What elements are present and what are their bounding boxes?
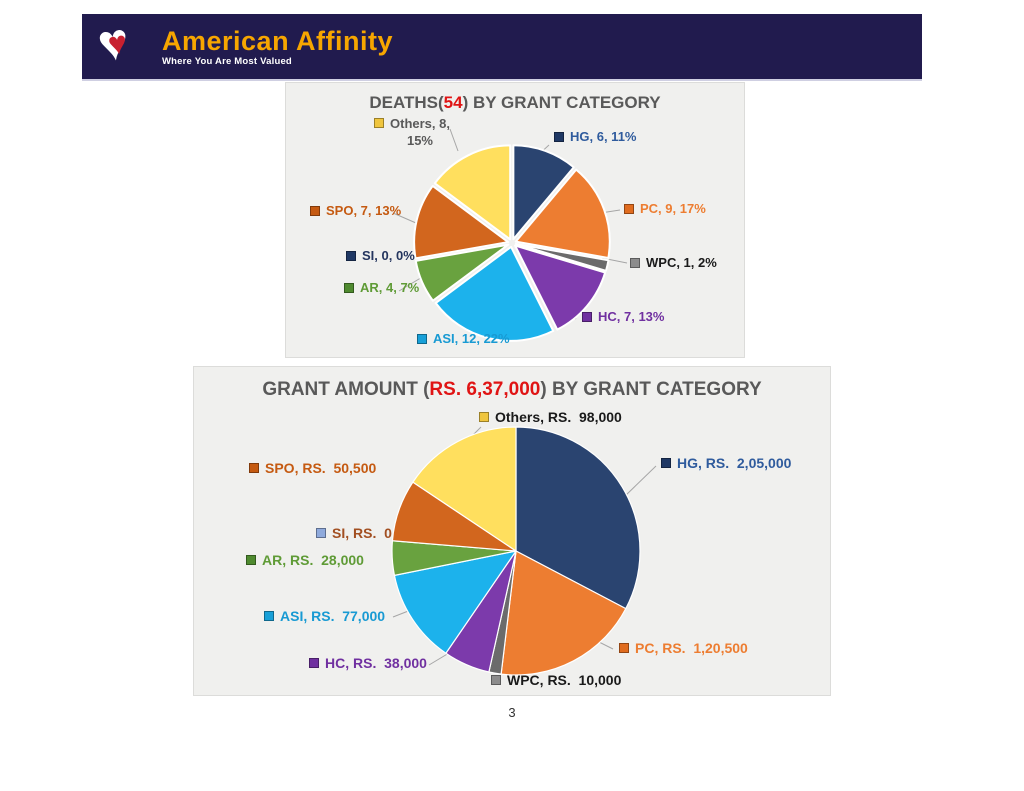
label-hg: HG, RS. 2,05,000 [661,455,791,471]
leader-line-hg [623,465,657,498]
pie-slice-spo [413,184,510,260]
label-others: Others, RS. 98,000 [479,409,622,425]
title-suffix: ) BY GRANT CATEGORY [540,379,762,400]
title-highlight: RS. 6,37,000 [429,379,541,400]
others-label-pct: 15% [406,133,433,148]
hg-marker-icon [554,132,564,142]
title-highlight: 54 [443,93,463,112]
brand-name: American Affinity [162,25,394,56]
title-suffix: ) BY GRANT CATEGORY [462,93,661,112]
label-hg: HG, 6, 11% [554,129,636,144]
ar-marker-icon [344,283,354,293]
pie-slice-asi [434,245,555,342]
si-label-text: SI, 0, 0% [362,248,415,263]
label-si: SI, RS. 0 [316,525,392,541]
wpc-label-text: WPC, RS. 10,000 [507,672,622,688]
label-hc: HC, RS. 38,000 [309,655,427,671]
pie-slice-others [433,144,512,241]
spo-label-text: SPO, 7, 13% [326,203,402,218]
grant-amount-chart-panel: GRANT AMOUNT (RS. 6,37,000) BY GRANT CAT… [193,366,831,696]
hg-marker-icon [661,458,671,468]
ar-label-text: AR, 4, 7% [360,280,420,295]
ar-marker-icon [246,555,256,565]
header-text: American Affinity Where You Are Most Val… [162,27,393,67]
brand-tagline: Where You Are Most Valued [162,55,292,67]
asi-label-text: ASI, RS. 77,000 [280,608,386,624]
others-label-text: Others, 8, [390,116,450,131]
pie-slice-wpc [514,242,610,272]
asi-marker-icon [417,334,427,344]
wpc-label-text: WPC, 1, 2% [646,255,717,270]
label-spo: SPO, RS. 50,500 [249,460,376,476]
pc-marker-icon [619,643,629,653]
label-ar: AR, RS. 28,000 [246,552,364,568]
leader-line-spo [392,212,417,224]
pie-slice-asi [393,550,517,654]
others-label-text: Others, RS. 98,000 [495,409,622,425]
deaths-pie-chart [392,128,628,343]
si-label-text: SI, RS. 0 [332,525,392,541]
hc-marker-icon [309,658,319,668]
pie-slice-hg [515,426,641,610]
label-hc: HC, 7, 13% [582,309,664,324]
label-wpc: WPC, RS. 10,000 [491,672,621,688]
pie-slice-hg [512,144,575,241]
spo-marker-icon [249,463,259,473]
others-marker-icon [479,412,489,422]
asi-marker-icon [264,611,274,621]
si-marker-icon [346,251,356,261]
hc-marker-icon [582,312,592,322]
hg-label-text: HG, 6, 11% [570,129,637,144]
wpc-marker-icon [491,675,501,685]
label-spo: SPO, 7, 13% [310,203,401,218]
label-asi: ASI, RS. 77,000 [264,608,385,624]
label-others: Others, 8, 15% [374,115,450,149]
deaths-chart-panel: DEATHS(54) BY GRANT CATEGORY Others, 8, … [285,82,745,358]
american-affinity-logo: ♥ ♥ [94,12,150,75]
leader-line-others [449,128,459,152]
pie-slice-others [412,426,517,552]
label-asi: ASI, 12, 22% [417,331,510,346]
si-marker-icon [316,528,326,538]
label-wpc: WPC, 1, 2% [630,255,717,270]
grant-amount-chart-title: GRANT AMOUNT (RS. 6,37,000) BY GRANT CAT… [194,379,830,401]
asi-label-text: ASI, 12, 22% [433,331,510,346]
hc-label-text: HC, RS. 38,000 [325,655,427,671]
spo-label-text: SPO, RS. 50,500 [265,460,377,476]
label-ar: AR, 4, 7% [344,280,419,295]
pc-marker-icon [624,204,634,214]
pc-label-text: PC, RS. 1,20,500 [635,640,748,656]
pie-slice-ar [414,243,510,302]
pie-slice-pc [500,550,627,676]
pie-slice-pc [514,168,611,259]
others-marker-icon [374,118,384,128]
hc-label-text: HC, 7, 13% [598,309,665,324]
ar-label-text: AR, RS. 28,000 [262,552,364,568]
label-si: SI, 0, 0% [346,248,415,263]
grant-amount-pie-chart [391,426,657,676]
page-number: 3 [508,705,516,720]
hg-label-text: HG, RS. 2,05,000 [677,455,792,471]
title-prefix: DEATHS( [369,93,444,112]
pie-slice-hc [514,244,607,331]
pc-label-text: PC, 9, 17% [640,201,706,216]
title-prefix: GRANT AMOUNT ( [262,379,430,400]
header-bar: ♥ ♥ American Affinity Where You Are Most… [82,12,922,81]
label-pc: PC, 9, 17% [624,201,706,216]
spo-marker-icon [310,206,320,216]
wpc-marker-icon [630,258,640,268]
label-pc: PC, RS. 1,20,500 [619,640,748,656]
deaths-chart-title: DEATHS(54) BY GRANT CATEGORY [286,93,744,113]
